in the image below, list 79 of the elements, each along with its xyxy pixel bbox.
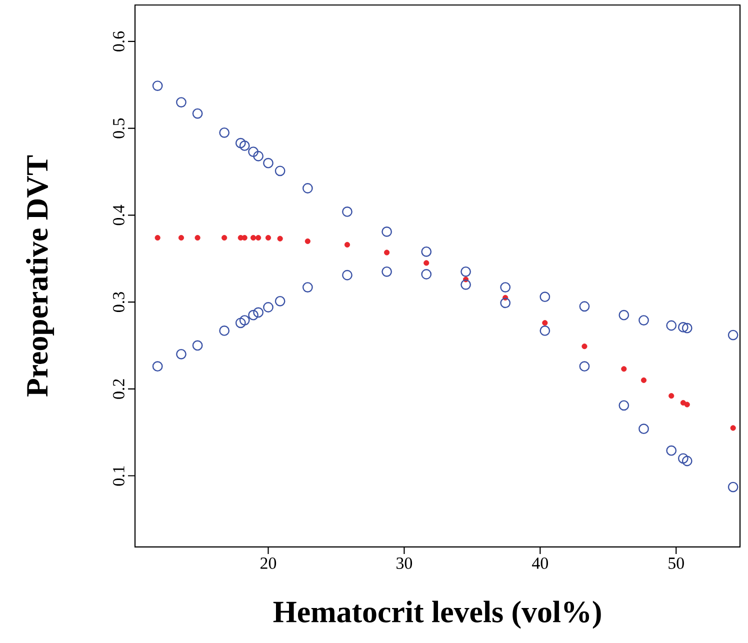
point [684, 402, 690, 408]
point [682, 456, 692, 466]
point [239, 315, 250, 326]
point [194, 234, 200, 241]
y-axis-title: Preoperative DVT [26, 155, 54, 397]
x-tick-label: 20 [260, 558, 276, 569]
point [274, 166, 286, 176]
point [500, 282, 511, 292]
point [192, 340, 203, 351]
point [618, 310, 630, 320]
y-tick-label: 0.2 [112, 379, 124, 399]
point [178, 234, 184, 241]
point [382, 226, 392, 237]
point [579, 361, 590, 372]
point [382, 266, 392, 277]
point [666, 445, 677, 456]
point [344, 242, 350, 248]
point [668, 393, 674, 399]
x-axis-title: Hematocrit levels (vol%) [273, 600, 601, 629]
point [176, 348, 186, 360]
point [277, 236, 283, 242]
point [263, 302, 274, 312]
point [678, 322, 688, 332]
point [152, 361, 163, 372]
point [253, 150, 264, 162]
point [542, 320, 548, 326]
point [540, 292, 550, 302]
point [730, 425, 736, 431]
point [424, 260, 430, 266]
point [618, 400, 630, 411]
point [500, 298, 511, 308]
point [421, 246, 432, 257]
x-tick-label: 30 [396, 558, 412, 569]
point [540, 326, 550, 336]
point [256, 234, 262, 241]
point [728, 482, 738, 492]
point [235, 318, 246, 328]
point [460, 266, 471, 277]
point [192, 108, 203, 119]
point [239, 140, 250, 151]
point [640, 377, 647, 384]
point [342, 206, 352, 217]
point [222, 234, 228, 241]
y-tick-label: 0.6 [112, 31, 124, 52]
point [152, 80, 163, 91]
point [302, 282, 313, 292]
point [582, 344, 588, 350]
point [666, 320, 677, 331]
point [154, 234, 160, 241]
point [460, 279, 471, 290]
x-tick-label: 50 [668, 558, 684, 569]
point [678, 453, 688, 464]
point [250, 234, 256, 241]
point [728, 330, 738, 340]
point [263, 158, 274, 168]
point [682, 322, 692, 334]
point [265, 234, 272, 241]
point [342, 270, 352, 280]
point [219, 326, 230, 336]
point [579, 301, 590, 312]
y-tick-label: 0.3 [112, 292, 124, 312]
point [235, 138, 246, 148]
point [253, 307, 264, 318]
point [248, 146, 258, 157]
point [621, 366, 627, 372]
y-tick-label: 0.4 [112, 204, 124, 226]
point [304, 238, 310, 244]
point [302, 183, 313, 194]
point [638, 424, 649, 434]
point [219, 127, 230, 138]
point [274, 296, 286, 306]
point [384, 250, 390, 256]
y-tick-label: 0.5 [112, 118, 124, 138]
x-tick-label: 40 [532, 558, 548, 569]
point [248, 310, 258, 320]
point [176, 97, 186, 108]
y-tick-label: 0.1 [112, 466, 124, 486]
point [638, 315, 649, 326]
point [421, 269, 432, 280]
